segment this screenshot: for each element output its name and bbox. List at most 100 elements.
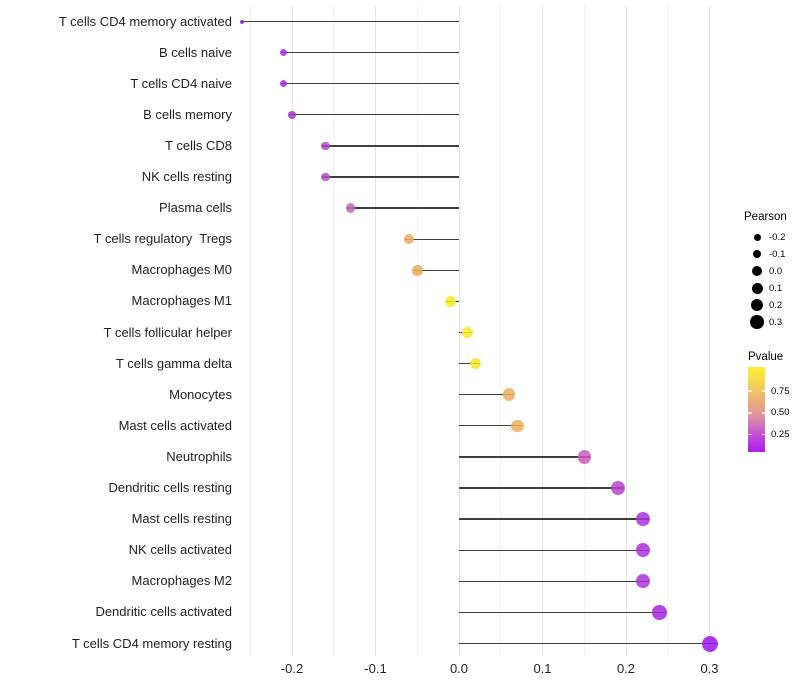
- pearson-legend-title: Pearson: [744, 211, 787, 223]
- category-label: NK cells resting: [141, 169, 232, 184]
- lollipop-dot: [412, 265, 423, 276]
- gridline-major: [458, 6, 460, 656]
- category-label: Monocytes: [169, 386, 232, 402]
- lollipop-stem: [459, 549, 649, 551]
- size-legend-dot: [751, 299, 763, 311]
- lollipop-dot: [469, 357, 482, 370]
- lollipop-dot: [635, 543, 650, 558]
- category-label: NK cells activated: [128, 542, 232, 558]
- lollipop-dot: [511, 419, 524, 433]
- size-legend-dot: [750, 315, 764, 329]
- category-label: Dendritic cells activated: [95, 604, 232, 620]
- lollipop-stem: [459, 394, 515, 396]
- lollipop-dot: [321, 172, 330, 182]
- lollipop-dot: [403, 233, 415, 245]
- x-tick-label: -0.1: [364, 661, 387, 676]
- size-legend-label: 0.2: [769, 299, 783, 311]
- category-label: T cells CD4 memory activated: [58, 13, 232, 29]
- size-legend-dot: [751, 282, 763, 294]
- size-legend-label: -0.2: [769, 231, 786, 243]
- category-label: Plasma cells: [159, 200, 232, 216]
- x-tick-label: 0.3: [700, 661, 719, 676]
- size-legend-dot: [753, 233, 761, 241]
- x-tick-label: 0.1: [533, 661, 552, 676]
- lollipop-stem: [413, 269, 459, 271]
- category-label: T cells follicular helper: [103, 324, 232, 340]
- gridline-major: [375, 6, 376, 656]
- colorbar-tick-label: 0.75: [771, 385, 790, 397]
- lollipop-dot: [635, 512, 650, 527]
- lollipop-dot: [577, 450, 591, 464]
- lollipop-stem: [281, 51, 459, 54]
- colorbar-tick-mark: [748, 433, 752, 436]
- lollipop-stem: [289, 114, 459, 116]
- x-tick-label: 0.2: [616, 661, 636, 676]
- category-label: T cells CD8: [165, 137, 232, 153]
- lollipop-stem: [459, 642, 717, 645]
- size-legend-dot: [752, 249, 762, 259]
- lollipop-dot: [635, 574, 650, 589]
- category-label: Mast cells resting: [131, 511, 232, 527]
- lollipop-stem: [459, 487, 624, 489]
- lollipop-stem: [240, 20, 459, 23]
- lollipop-dot: [445, 295, 457, 307]
- size-legend-label: -0.1: [769, 248, 786, 260]
- size-legend-label: 0.3: [769, 316, 783, 328]
- lollipop-dot: [461, 327, 473, 338]
- gridline-major: [709, 6, 710, 656]
- gridline-minor: [416, 6, 418, 656]
- gridline-minor: [249, 6, 251, 656]
- category-label: Mast cells activated: [118, 417, 232, 433]
- lollipop-dot: [345, 203, 356, 213]
- pvalue-legend-title: Pvalue: [748, 351, 784, 363]
- category-label: T cells CD4 naive: [130, 75, 232, 91]
- lollipop-stem: [459, 456, 590, 458]
- pvalue-colorbar: [748, 367, 765, 452]
- lollipop-dot: [321, 141, 330, 151]
- lollipop-dot: [652, 605, 667, 620]
- gridline-major: [542, 6, 543, 656]
- lollipop-stem: [459, 518, 649, 520]
- lollipop-stem: [404, 238, 459, 240]
- gridline-minor: [667, 6, 669, 656]
- lollipop-dot: [280, 80, 288, 88]
- gridline-minor: [333, 6, 335, 656]
- lollipop-dot: [288, 111, 296, 119]
- lollipop-stem: [459, 362, 481, 365]
- size-legend-dot: [752, 266, 762, 276]
- lollipop-stem: [459, 580, 649, 582]
- x-tick-label: 0.0: [449, 661, 469, 676]
- lollipop-dot: [502, 388, 516, 401]
- size-legend-label: 0.0: [769, 265, 783, 277]
- gridline-major: [291, 6, 293, 656]
- lollipop-stem: [322, 145, 459, 147]
- category-label: Macrophages M0: [131, 262, 232, 278]
- category-label: Dendritic cells resting: [108, 480, 232, 495]
- colorbar-tick-label: 0.25: [771, 429, 790, 441]
- lollipop-stem: [322, 176, 459, 178]
- colorbar-tick-mark: [761, 433, 765, 436]
- size-legend-label: 0.1: [769, 282, 783, 294]
- gridline-minor: [583, 6, 585, 656]
- lollipop-stem: [346, 207, 459, 209]
- colorbar-tick-mark: [761, 390, 765, 393]
- category-label: T cells gamma delta: [115, 355, 232, 371]
- x-tick-label: -0.2: [280, 661, 304, 676]
- lollipop-stem: [459, 611, 666, 614]
- colorbar-tick-label: 0.50: [771, 407, 790, 419]
- category-label: Macrophages M2: [131, 573, 232, 589]
- lollipop-dot: [239, 19, 244, 24]
- colorbar-tick-mark: [748, 390, 752, 393]
- lollipop-dot: [701, 635, 718, 652]
- category-label: B cells naive: [159, 44, 232, 60]
- category-label: T cells CD4 memory resting: [71, 635, 232, 651]
- category-label: B cells memory: [143, 106, 232, 122]
- lollipop-stem: [459, 425, 523, 427]
- lollipop-stem: [281, 83, 459, 85]
- category-label: Neutrophils: [166, 448, 232, 464]
- category-label: Macrophages M1: [131, 293, 232, 309]
- gridline-minor: [500, 6, 502, 656]
- lollipop-dot: [610, 481, 625, 495]
- gridline-major: [625, 6, 627, 656]
